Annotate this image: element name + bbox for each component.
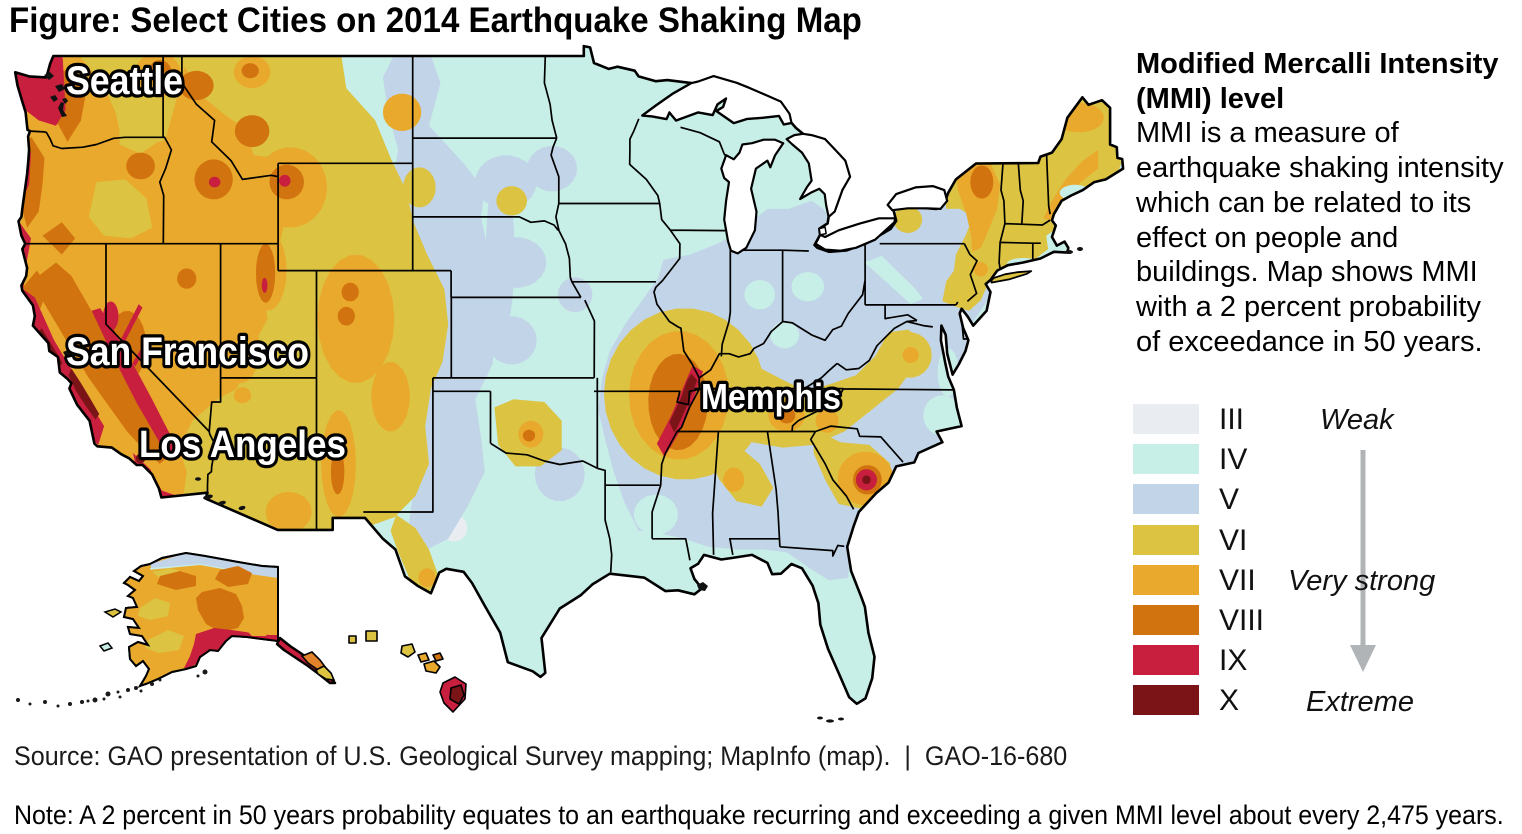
svg-text:Seattle: Seattle <box>66 59 183 103</box>
svg-text:San Francisco: San Francisco <box>66 330 309 374</box>
svg-text:Memphis: Memphis <box>701 376 841 417</box>
svg-text:Los Angeles: Los Angeles <box>139 424 346 466</box>
